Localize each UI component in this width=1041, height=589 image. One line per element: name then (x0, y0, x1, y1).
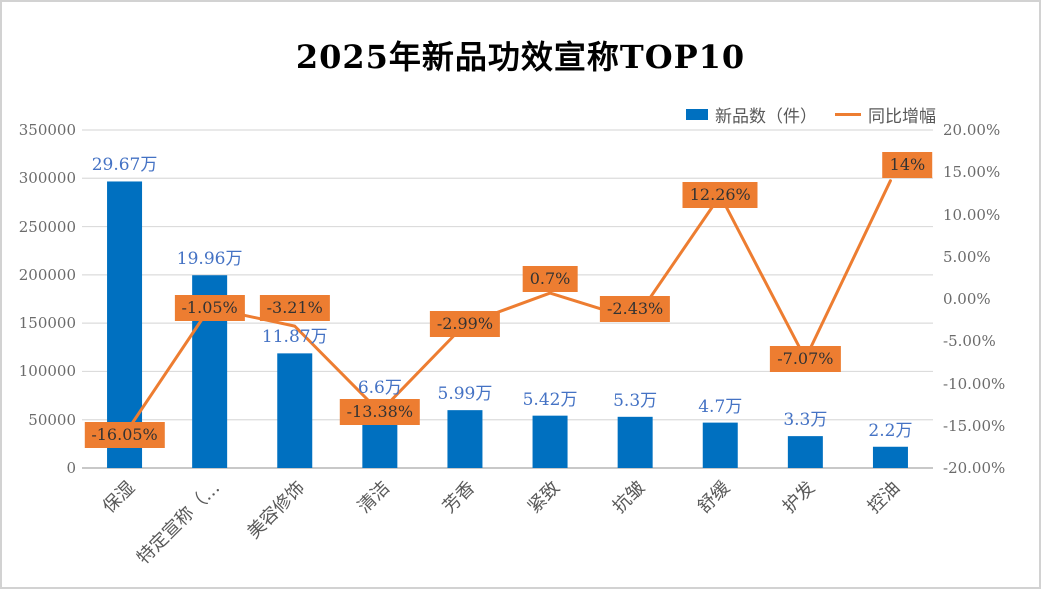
line-series (123, 179, 892, 437)
line-data-label: 0.7% (522, 266, 578, 293)
legend-item-bar-series[interactable]: 新品数（件） (686, 102, 817, 127)
left-axis-tick: 300000 (18, 169, 76, 188)
left-axis-tick: 200000 (18, 265, 76, 284)
left-axis-tick: 100000 (18, 362, 76, 381)
right-axis-tick: 20.00% (943, 121, 1001, 139)
line-series-swatch-icon (835, 113, 861, 116)
legend-item-line-series[interactable]: 同比增幅 (835, 102, 936, 127)
right-axis-tick: 10.00% (943, 205, 1001, 224)
bar-series-swatch-icon (686, 109, 708, 120)
left-axis-tick: 150000 (18, 314, 76, 333)
bar-data-label: 11.87万 (261, 327, 328, 348)
bar (702, 422, 738, 468)
left-axis-tick: 250000 (18, 217, 76, 236)
right-axis-tick: -10.00% (943, 374, 1006, 393)
right-axis-tick: -5.00% (943, 332, 996, 351)
right-axis-tick: 15.00% (943, 163, 1001, 182)
line-data-label: -1.05% (174, 294, 245, 321)
right-axis-tick: 0.00% (943, 290, 991, 308)
right-axis-tick: -20.00% (943, 459, 1006, 477)
right-axis-tick: 5.00% (943, 247, 991, 266)
line-data-label: 12.26% (682, 182, 758, 209)
left-axis-tick: 0 (66, 459, 76, 477)
bar-data-label: 5.99万 (437, 384, 493, 405)
bar-data-label: 2.2万 (868, 420, 913, 441)
bar-data-label: 4.7万 (698, 396, 743, 417)
bar (872, 446, 908, 468)
line-data-label: -16.05% (84, 421, 165, 448)
left-axis-tick: 350000 (18, 121, 76, 139)
bar-data-label: 3.3万 (783, 410, 828, 431)
bar-data-label: 5.42万 (522, 389, 578, 410)
line-data-label: -7.07% (770, 345, 841, 372)
bar (532, 415, 568, 468)
legend-label-line-series: 同比增幅 (868, 107, 936, 127)
chart-legend: 新品数（件） 同比增幅 (686, 102, 936, 127)
legend-label-bar-series: 新品数（件） (715, 107, 817, 127)
bar (277, 353, 313, 468)
bar (447, 410, 483, 468)
right-axis-tick: -15.00% (943, 416, 1006, 435)
chart-title: 2025年新品功效宣称TOP10 (295, 38, 746, 76)
line-data-label: -2.99% (429, 311, 501, 338)
line-data-label: -2.43% (600, 295, 671, 322)
bar-data-label: 19.96万 (176, 249, 243, 270)
bar-data-label: 6.6万 (357, 378, 402, 399)
bar-data-label: 29.67万 (91, 155, 158, 176)
line-data-label: -3.21% (259, 295, 330, 322)
bar (787, 436, 823, 468)
bar-data-label: 5.3万 (613, 390, 658, 411)
bar (617, 416, 653, 468)
line-data-label: 14% (882, 151, 933, 178)
left-axis-tick: 50000 (28, 410, 76, 429)
bar (107, 181, 143, 468)
line-data-label: -13.38% (339, 399, 421, 426)
